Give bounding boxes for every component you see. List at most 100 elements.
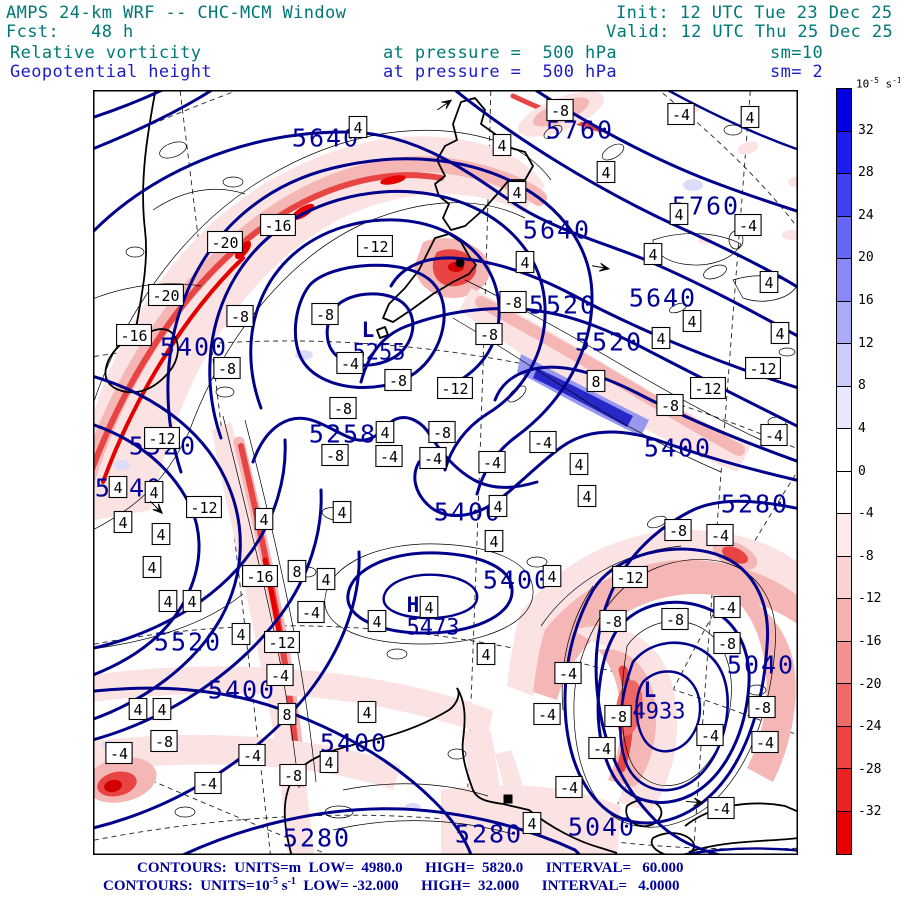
vorticity-box-label: -4 — [555, 775, 583, 799]
colorbar-tick: 20 — [858, 250, 874, 266]
vorticity-fill-blob — [234, 240, 252, 260]
svg-text:-4: -4 — [701, 727, 719, 745]
vorticity-box-label: -16 — [242, 564, 278, 588]
coastline — [283, 687, 460, 855]
vorticity-fill-band — [475, 296, 745, 456]
vorticity-contour-info: CONTOURS: UNITS=10-5 s-1 LOW= -32.000 HI… — [103, 876, 680, 895]
height-contour-text: CONTOURS: UNITS=m LOW= 4980.0 HIGH= 5820… — [137, 860, 684, 876]
valid-time: Valid: 12 UTC Thu 25 Dec 25 — [606, 22, 894, 42]
height-contour-label: 5400 — [644, 434, 712, 463]
vorticity-box-label: -8 — [279, 763, 307, 787]
svg-text:-4: -4 — [559, 665, 577, 683]
vorticity-box-label: -8 — [656, 393, 684, 417]
vort-exp2: -1 — [287, 876, 296, 887]
vorticity-box-label: 4 — [348, 115, 368, 139]
colorbar-tick: -20 — [858, 676, 882, 692]
vorticity-box-label: 4 — [542, 564, 562, 588]
svg-text:-4: -4 — [534, 434, 552, 452]
svg-text:-4: -4 — [243, 747, 261, 765]
station-square-marker — [503, 794, 513, 804]
vorticity-box-label: -12 — [612, 565, 648, 589]
colorbar-unit-mid: s — [878, 77, 893, 91]
pressure-extremum-label: H — [407, 593, 420, 617]
colorbar-tick: 12 — [858, 335, 874, 351]
svg-text:4: 4 — [656, 330, 665, 348]
height-contour — [93, 130, 798, 338]
vorticity-contour-blob — [386, 648, 408, 660]
vorticity-box-label: 4 — [332, 500, 352, 524]
svg-text:-8: -8 — [661, 397, 679, 415]
station-dot-marker — [455, 258, 465, 268]
vorticity-box-label: -4 — [667, 102, 695, 126]
colorbar-segment — [837, 89, 851, 132]
svg-text:-8: -8 — [551, 102, 569, 120]
svg-text:-16: -16 — [246, 568, 273, 586]
vorticity-box-label: -4 — [105, 741, 133, 765]
svg-text:-8: -8 — [284, 767, 302, 785]
vorticity-box-label: -4 — [713, 595, 741, 619]
vorticity-box-label: 4 — [158, 589, 178, 613]
height-contour — [93, 488, 323, 742]
map-border — [93, 90, 798, 855]
vorticity-fill — [93, 136, 545, 521]
colorbar-units: 10-5 s-1 — [856, 76, 900, 91]
svg-text:-4: -4 — [199, 775, 217, 793]
vort-contour-pre: CONTOURS: UNITS=10 — [103, 878, 270, 894]
colorbar-tick: 0 — [858, 463, 866, 479]
vorticity-box-label: 4 — [484, 529, 504, 553]
height-contour-label: 5400 — [160, 333, 228, 362]
vorticity-box-label: -4 — [760, 423, 788, 447]
svg-text:4: 4 — [362, 704, 371, 722]
colorbar-segment — [837, 684, 851, 727]
vorticity-box-label: 4 — [488, 494, 508, 518]
vorticity-box-label: -8 — [748, 695, 776, 719]
vorticity-contour-blob — [447, 748, 467, 760]
svg-text:-20: -20 — [152, 287, 179, 305]
svg-text:-12: -12 — [148, 430, 175, 448]
coastline — [456, 687, 618, 854]
vorticity-box-label: 4 — [316, 567, 336, 591]
vorticity-fill-blob — [114, 460, 130, 470]
svg-text:-4: -4 — [560, 779, 578, 797]
colorbar-segment — [837, 811, 851, 854]
vorticity-box-label: -8 — [384, 368, 412, 392]
height-contour — [93, 90, 166, 120]
vorticity-box-label: 4 — [759, 270, 779, 294]
svg-text:-8: -8 — [231, 308, 249, 326]
vorticity-box-label: -16 — [116, 323, 152, 347]
vorticity-box-label: -8 — [311, 302, 339, 326]
svg-text:4: 4 — [527, 815, 536, 833]
vorticity-box-label: 4 — [108, 475, 128, 499]
svg-text:4: 4 — [497, 137, 506, 155]
vorticity-box-label: 4 — [569, 452, 589, 476]
svg-text:4: 4 — [187, 593, 196, 611]
vorticity-box-label: -8 — [213, 356, 241, 380]
height-contour — [619, 641, 729, 792]
svg-text:-4: -4 — [424, 450, 442, 468]
colorbar-segment — [837, 556, 851, 599]
height-contour-label: 5040 — [727, 651, 795, 680]
wind-arrow-marker — [149, 500, 163, 514]
height-contour — [325, 292, 415, 367]
svg-text:4: 4 — [687, 313, 696, 331]
field1-name: Relative vorticity — [10, 43, 202, 63]
vorticity-box-label: -12 — [690, 376, 726, 400]
vorticity-box-label: -8 — [661, 607, 689, 631]
svg-text:4: 4 — [157, 701, 166, 719]
svg-text:-4: -4 — [483, 454, 501, 472]
svg-text:-8: -8 — [666, 611, 684, 629]
vorticity-fill — [533, 368, 633, 427]
svg-text:-4: -4 — [765, 427, 783, 445]
height-contour-label: 5520 — [575, 328, 643, 357]
height-contour-label: 5520 — [154, 628, 222, 657]
vorticity-box-label: 8 — [287, 559, 307, 583]
svg-text:-16: -16 — [264, 217, 291, 235]
vorticity-box-label: -12 — [357, 234, 393, 258]
pressure-extremum-label: 4933 — [633, 700, 686, 725]
svg-text:-4: -4 — [593, 740, 611, 758]
height-contour — [382, 573, 479, 620]
svg-text:4: 4 — [163, 593, 172, 611]
vorticity-box-label: -4 — [194, 771, 222, 795]
svg-text:8: 8 — [591, 373, 600, 391]
svg-text:-12: -12 — [268, 634, 295, 652]
